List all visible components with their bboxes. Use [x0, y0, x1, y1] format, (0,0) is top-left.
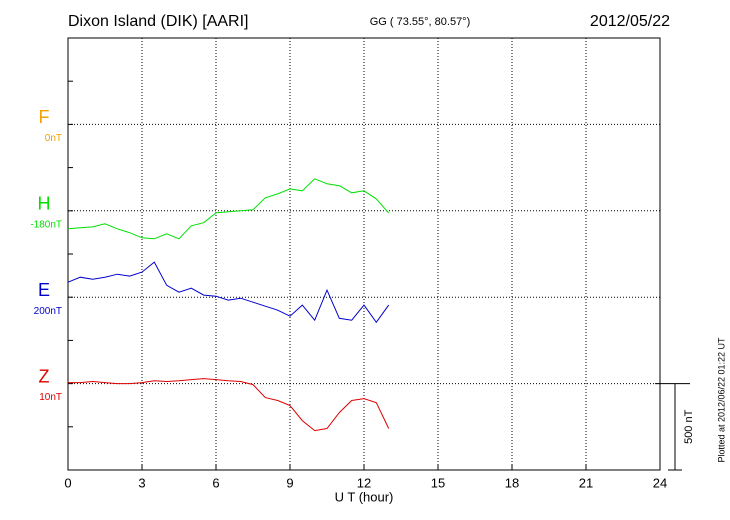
subtitle: GG ( 73.55°, 80.57°) — [370, 16, 471, 28]
x-tick-label: 12 — [357, 475, 371, 490]
x-tick-label: 18 — [505, 475, 519, 490]
series-offset: -180nT — [30, 219, 62, 230]
series-line — [67, 178, 390, 240]
series-offset: 10nT — [39, 392, 62, 403]
x-tick-label: 15 — [431, 475, 445, 490]
series-name: Z — [39, 366, 50, 386]
x-tick-label: 0 — [64, 475, 71, 490]
scale-bar-label: 500 nT — [683, 409, 695, 444]
series-name: H — [38, 194, 51, 214]
series-line — [68, 378, 390, 432]
x-axis-label: U T (hour) — [335, 489, 394, 504]
series-name: F — [39, 107, 50, 127]
series-line — [67, 261, 390, 324]
x-tick-label: 9 — [286, 475, 293, 490]
x-tick-label: 6 — [212, 475, 219, 490]
chart-title: Dixon Island (DIK) [AARI] — [68, 13, 249, 30]
series-offset: 0nT — [45, 133, 62, 144]
x-tick-label: 24 — [653, 475, 667, 490]
footnote: Plotted at 2012/06/22 01:22 UT — [716, 337, 726, 463]
x-tick-label: 3 — [138, 475, 145, 490]
series-offset: 200nT — [34, 306, 62, 317]
x-tick-label: 21 — [579, 475, 593, 490]
date: 2012/05/22 — [590, 13, 670, 30]
series-name: E — [38, 280, 50, 300]
